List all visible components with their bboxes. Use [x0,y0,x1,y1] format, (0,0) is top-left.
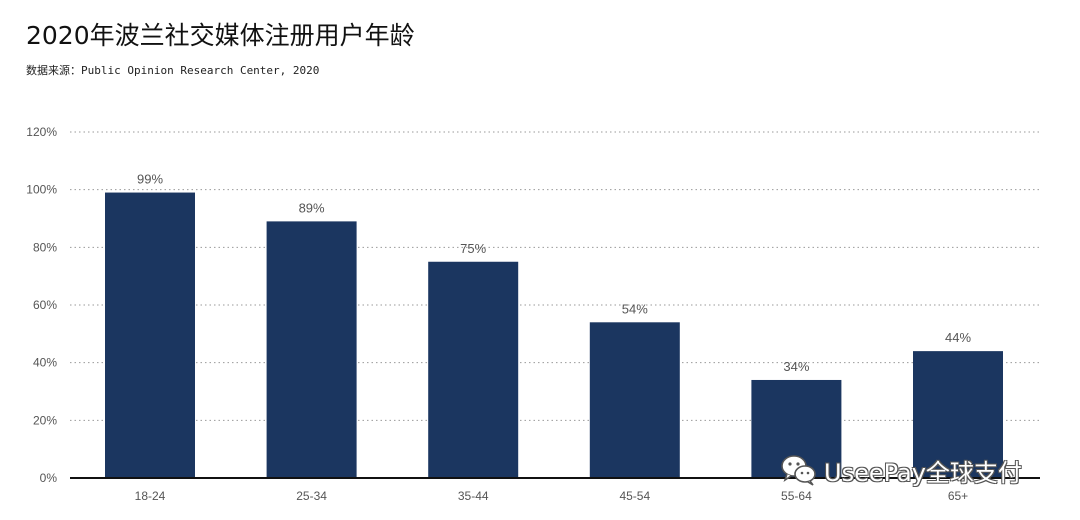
bar [428,261,519,478]
wechat-icon [781,455,816,486]
x-tick-label: 45-54 [619,489,650,503]
chart-title: 2020年波兰社交媒体注册用户年龄 [26,21,415,50]
y-tick-label: 20% [33,413,57,427]
x-tick-label: 35-44 [458,489,489,503]
y-tick-label: 60% [33,298,57,312]
y-tick-label: 120% [26,125,57,139]
x-tick-label: 25-34 [296,489,327,503]
data-label: 34% [783,359,809,374]
y-tick-label: 40% [33,356,57,370]
watermark-text: UseePay全球支付 [824,458,1022,487]
x-tick-label: 65+ [948,489,968,503]
data-label: 75% [460,241,486,256]
y-tick-label: 100% [26,183,57,197]
x-tick-label: 18-24 [135,489,166,503]
chart-subtitle: 数据来源：Public Opinion Research Center, 202… [26,64,320,77]
watermark: UseePay全球支付 [780,452,1022,488]
data-label: 89% [299,200,325,215]
data-label: 44% [945,330,971,345]
y-tick-label: 80% [33,240,57,254]
x-tick-label: 55-64 [781,489,812,503]
bar [105,192,195,479]
bar [913,351,1003,478]
data-label: 99% [137,172,163,187]
bar [266,221,357,478]
bar [589,322,680,478]
y-tick-label: 0% [40,471,58,485]
data-label: 54% [622,301,648,316]
